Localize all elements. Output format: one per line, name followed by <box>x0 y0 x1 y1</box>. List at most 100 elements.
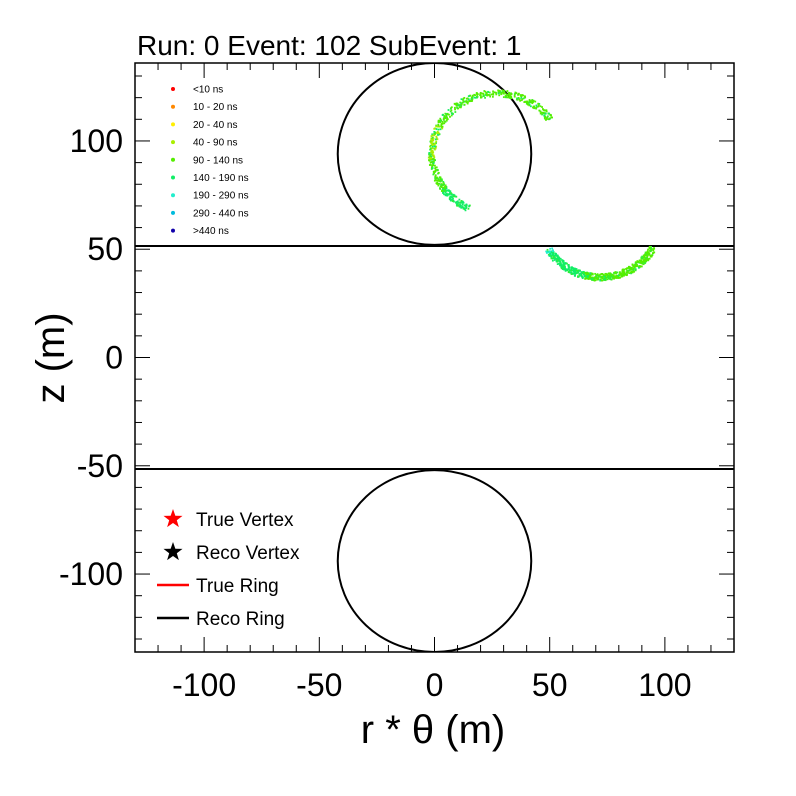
hit-point <box>592 277 595 280</box>
hit-point <box>432 162 435 165</box>
hit-point <box>546 118 548 120</box>
time-legend-label: 140 - 190 ns <box>193 173 249 184</box>
hit-point <box>646 258 649 260</box>
hit-point <box>551 251 554 254</box>
hit-point <box>628 272 631 275</box>
hit-point <box>644 257 647 260</box>
hit-point <box>470 98 473 101</box>
hit-point <box>442 118 445 120</box>
hit-point <box>548 254 551 257</box>
hit-point <box>441 127 444 130</box>
hit-point <box>600 279 603 282</box>
hit-point <box>431 161 434 163</box>
hit-point <box>434 170 437 173</box>
hit-point <box>449 198 452 201</box>
hit-point <box>642 262 644 264</box>
hit-point <box>437 124 440 127</box>
hit-point <box>586 276 589 279</box>
hit-point <box>558 257 561 260</box>
hit-point <box>585 276 588 279</box>
hit-point <box>603 274 605 277</box>
hit-point <box>620 274 623 276</box>
hit-point <box>520 94 522 97</box>
hit-point <box>567 271 570 274</box>
hit-point <box>444 187 447 189</box>
hit-point <box>433 160 435 163</box>
hit-point <box>463 103 466 106</box>
hit-point <box>557 256 559 258</box>
hit-point <box>457 204 460 207</box>
hit-point <box>633 270 635 273</box>
hit-point <box>611 275 614 278</box>
hit-point <box>454 108 456 111</box>
hit-point <box>599 275 602 278</box>
hit-point <box>442 187 444 189</box>
hit-point <box>531 99 533 102</box>
hit-point <box>434 164 436 167</box>
hit-point <box>435 182 438 185</box>
hit-point <box>578 273 581 275</box>
hit-point <box>547 253 550 256</box>
hit-point <box>526 100 529 103</box>
hit-point <box>440 125 443 128</box>
hit-point <box>533 107 535 109</box>
hit-point <box>528 99 531 101</box>
hit-point <box>428 152 431 154</box>
hit-point <box>509 95 512 98</box>
hit-point <box>433 134 436 137</box>
hit-point <box>614 275 617 278</box>
hit-point <box>558 260 560 263</box>
hit-point <box>648 257 651 260</box>
hit-point <box>640 256 643 259</box>
hit-point <box>497 92 500 95</box>
hit-point <box>619 276 621 279</box>
hit-point <box>450 109 453 112</box>
hit-point <box>559 260 562 263</box>
plot-inner <box>135 63 734 652</box>
hit-point <box>445 194 447 196</box>
hit-point <box>432 139 435 142</box>
hit-point <box>450 192 453 195</box>
hit-point <box>652 252 655 254</box>
hit-point <box>580 275 583 277</box>
y-tick-label: -50 <box>77 448 123 484</box>
hit-point <box>430 153 433 156</box>
hit-point <box>544 109 547 112</box>
hit-point <box>442 190 445 193</box>
hit-point <box>553 256 556 259</box>
hit-point <box>641 255 644 258</box>
hit-point <box>463 208 466 211</box>
hit-point <box>474 96 477 99</box>
hit-point <box>482 95 485 98</box>
hit-point <box>595 277 598 280</box>
hit-point <box>447 193 450 196</box>
x-axis-label: r * θ (m) <box>361 708 505 752</box>
hit-point <box>555 258 558 260</box>
hit-point <box>459 103 461 106</box>
hit-point <box>587 272 590 275</box>
hit-point <box>604 278 607 281</box>
hit-point <box>543 114 546 117</box>
hit-point <box>601 276 604 279</box>
hit-point <box>467 98 470 101</box>
hit-point <box>524 96 527 99</box>
hit-point <box>442 181 445 184</box>
hit-point <box>622 272 625 275</box>
hit-point <box>626 270 629 273</box>
hit-point <box>602 278 605 281</box>
hit-point <box>543 117 546 120</box>
hit-point <box>590 272 593 275</box>
hit-point <box>432 164 435 167</box>
hit-point <box>508 92 510 94</box>
hit-point <box>457 201 460 204</box>
hit-point <box>608 274 611 276</box>
hit-point <box>528 101 531 104</box>
hit-point <box>649 255 652 258</box>
hit-point <box>605 274 608 276</box>
hit-point <box>433 131 436 133</box>
hit-point <box>431 145 434 148</box>
hit-point <box>583 271 586 274</box>
hit-point <box>570 267 573 270</box>
hit-point <box>453 195 455 198</box>
